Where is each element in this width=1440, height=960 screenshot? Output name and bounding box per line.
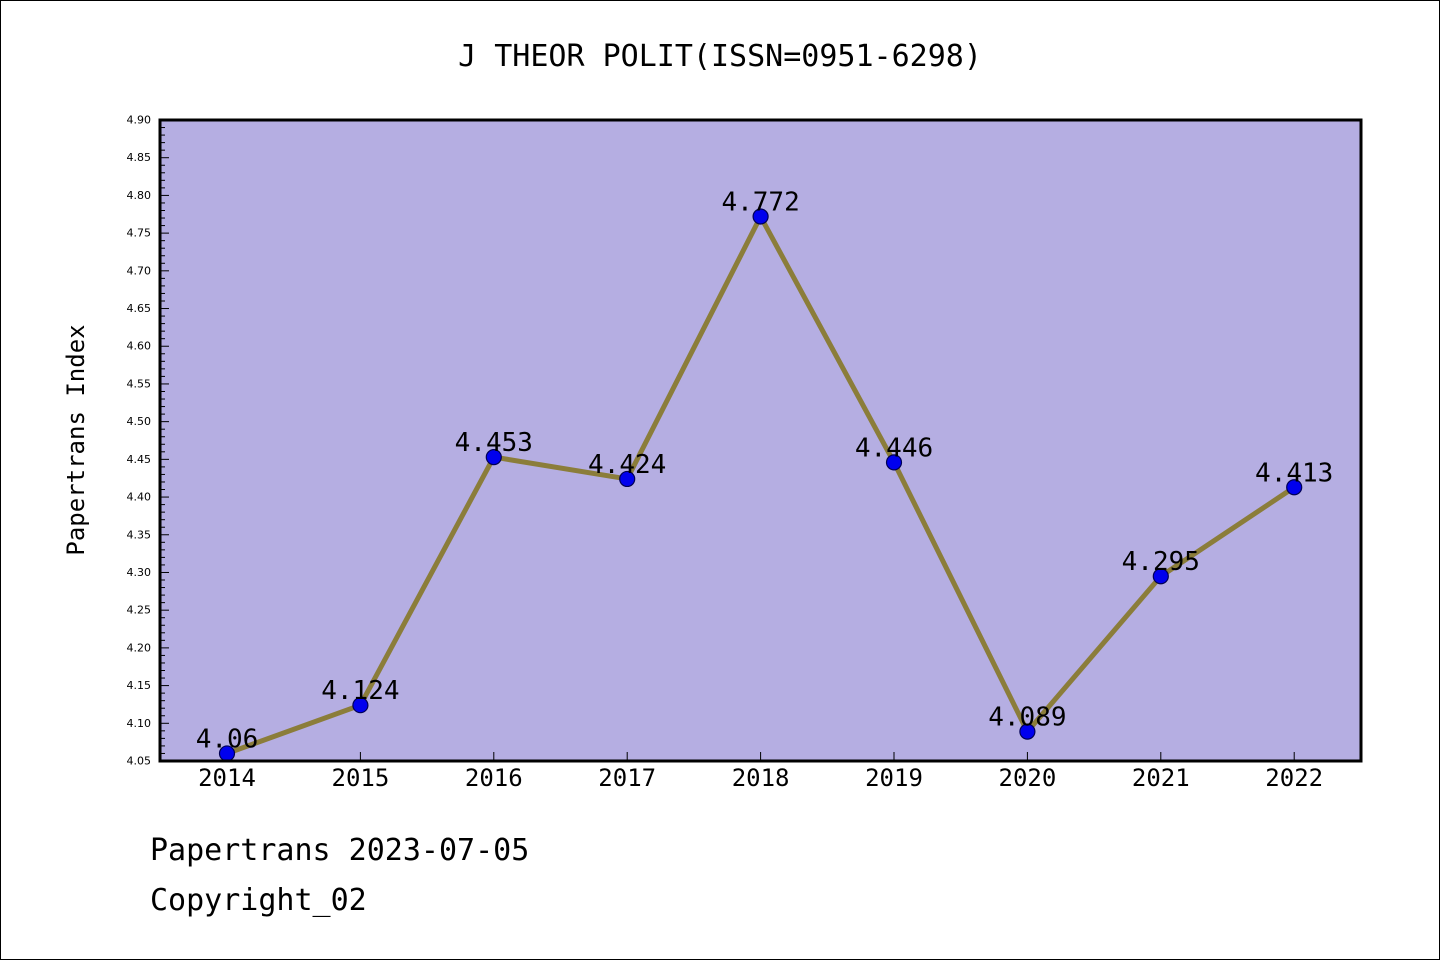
y-tick-label: 4.35 (127, 528, 152, 541)
x-tick-label: 2015 (332, 764, 390, 792)
footer-date-text: Papertrans 2023-07-05 (150, 833, 530, 868)
data-point (485, 448, 502, 466)
data-label: 4.446 (855, 433, 933, 463)
y-axis-ticks: 4.05 4.10 4.15 4.20 4.25 4.30 4.35 4.40 4.45 4.50… (127, 114, 169, 768)
y-tick-label: 4.85 (127, 151, 152, 164)
data-point (1286, 479, 1303, 496)
y-tick-label: 4.10 (127, 717, 152, 730)
y-tick-label: 4.70 (127, 264, 152, 277)
data-point (885, 454, 903, 471)
y-tick-label: 4.25 (127, 604, 152, 617)
x-tick-label: 2021 (1132, 764, 1190, 792)
data-point (352, 697, 369, 714)
footer-copyright-text: Copyright_02 (150, 883, 367, 918)
x-axis-ticks: 2014 2015 2016 2017 2018 2019 2020 2021 2022 (198, 752, 1323, 792)
series-layer: 4.06 4.124 4.453 4.424 4.772 4.446 4.089 4.295 4… (196, 188, 1333, 762)
y-tick-label: 4.80 (127, 189, 152, 202)
data-point (1152, 568, 1169, 585)
y-tick-label: 4.20 (127, 641, 152, 654)
y-tick-label: 4.40 (127, 491, 152, 504)
y-tick-label: 4.60 (127, 340, 152, 353)
data-label: 4.124 (321, 676, 399, 706)
y-tick-label: 4.30 (127, 566, 152, 579)
x-tick-label: 2019 (865, 764, 923, 792)
x-tick-label: 2020 (999, 764, 1057, 792)
y-tick-label: 4.50 (127, 415, 152, 428)
data-point (1019, 723, 1036, 740)
y-tick-label: 4.65 (127, 302, 152, 315)
data-label: 4.424 (588, 450, 666, 480)
plot-area (160, 120, 1361, 761)
y-axis-label: Papertrans Index (62, 324, 90, 555)
data-label: 4.453 (455, 428, 533, 458)
y-tick-label: 4.15 (127, 679, 152, 692)
y-tick-label: 4.45 (127, 453, 152, 466)
x-tick-label: 2017 (598, 764, 656, 792)
y-tick-label: 4.90 (127, 114, 152, 127)
data-point (752, 208, 769, 225)
data-label: 4.295 (1122, 547, 1200, 577)
data-label: 4.089 (988, 703, 1066, 733)
chart-title: J THEOR POLIT(ISSN=0951-6298) (458, 39, 982, 74)
data-label: 4.413 (1255, 458, 1333, 488)
y-tick-label: 4.55 (127, 377, 152, 390)
data-label: 4.06 (196, 724, 259, 754)
data-label: 4.772 (721, 188, 799, 218)
x-tick-label: 2018 (732, 764, 790, 792)
x-tick-label: 2022 (1265, 764, 1323, 792)
x-tick-label: 2016 (465, 764, 523, 792)
x-tick-label: 2014 (198, 764, 256, 792)
data-point (619, 470, 636, 488)
y-tick-label: 4.75 (127, 227, 152, 240)
plot-border (158, 118, 1363, 763)
y-tick-label: 4.05 (127, 755, 152, 768)
